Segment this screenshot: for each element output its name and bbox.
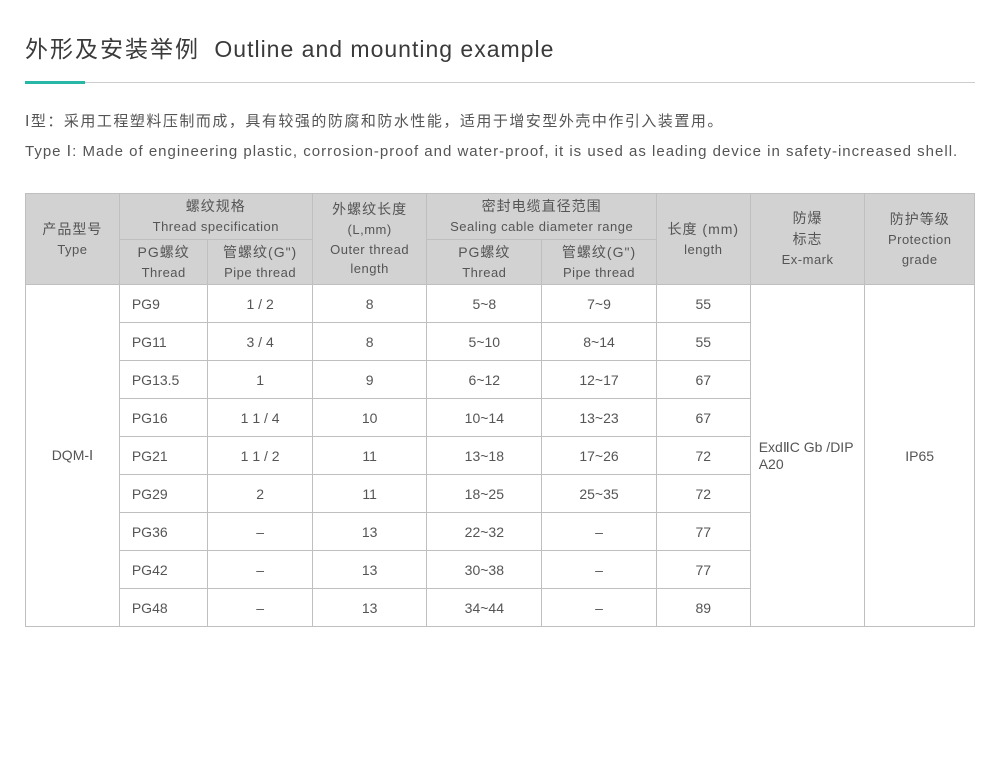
hdr-outerlen: 外螺纹长度 (L,mm) Outer thread length (312, 194, 427, 285)
cell-outer: 9 (312, 361, 427, 399)
hdr-sealrange: 密封电缆直径范围 Sealing cable diameter range (427, 194, 656, 240)
cell-spipe: – (542, 551, 657, 589)
spec-table-head: 产品型号 Type 螺纹规格 Thread specification 外螺纹长… (26, 194, 975, 285)
cell-pipe: 1 1 / 2 (208, 437, 312, 475)
description: Ⅰ型：采用工程塑料压制而成，具有较强的防腐和防水性能，适用于增安型外壳中作引入装… (25, 107, 975, 167)
cell-spg: 6~12 (427, 361, 542, 399)
cell-pipe: – (208, 551, 312, 589)
cell-len: 72 (656, 437, 750, 475)
cell-len: 77 (656, 551, 750, 589)
hdr-pg: PG螺纹 Thread (119, 239, 208, 285)
cell-spg: 10~14 (427, 399, 542, 437)
cell-spipe: 7~9 (542, 285, 657, 323)
hdr-length: 长度 (mm) length (656, 194, 750, 285)
cell-spipe: 25~35 (542, 475, 657, 513)
cell-outer: 13 (312, 551, 427, 589)
cell-type: DQM-Ⅰ (26, 285, 120, 627)
hdr-threadspec: 螺纹规格 Thread specification (119, 194, 312, 240)
cell-spipe: – (542, 513, 657, 551)
cell-exmark: ExdⅡC Gb /DIP A20 (750, 285, 865, 627)
hdr-seal-pg: PG螺纹 Thread (427, 239, 542, 285)
cell-outer: 13 (312, 589, 427, 627)
cell-pipe: – (208, 589, 312, 627)
cell-pg: PG42 (119, 551, 208, 589)
cell-outer: 8 (312, 285, 427, 323)
cell-pipe: 1 / 2 (208, 285, 312, 323)
cell-len: 72 (656, 475, 750, 513)
cell-outer: 13 (312, 513, 427, 551)
cell-grade: IP65 (865, 285, 975, 627)
cell-spipe: – (542, 589, 657, 627)
cell-outer: 11 (312, 475, 427, 513)
spec-table-body: DQM-ⅠPG91 / 285~87~955ExdⅡC Gb /DIP A20I… (26, 285, 975, 627)
cell-pg: PG9 (119, 285, 208, 323)
hdr-exmark: 防爆 标志 Ex-mark (750, 194, 865, 285)
cell-spipe: 13~23 (542, 399, 657, 437)
section-title-cn: 外形及安装举例 (25, 36, 200, 62)
cell-len: 55 (656, 285, 750, 323)
cell-pipe: 1 (208, 361, 312, 399)
hdr-seal-pipe: 管螺纹(G") Pipe thread (542, 239, 657, 285)
spec-table: 产品型号 Type 螺纹规格 Thread specification 外螺纹长… (25, 193, 975, 627)
hdr-grade: 防护等级 Protection grade (865, 194, 975, 285)
cell-spg: 5~8 (427, 285, 542, 323)
cell-outer: 10 (312, 399, 427, 437)
hdr-pipe: 管螺纹(G") Pipe thread (208, 239, 312, 285)
cell-pg: PG11 (119, 323, 208, 361)
cell-pg: PG16 (119, 399, 208, 437)
cell-spg: 18~25 (427, 475, 542, 513)
cell-spg: 30~38 (427, 551, 542, 589)
cell-pg: PG36 (119, 513, 208, 551)
cell-pipe: – (208, 513, 312, 551)
cell-pg: PG48 (119, 589, 208, 627)
cell-pg: PG13.5 (119, 361, 208, 399)
cell-len: 89 (656, 589, 750, 627)
cell-spg: 5~10 (427, 323, 542, 361)
description-cn: Ⅰ型：采用工程塑料压制而成，具有较强的防腐和防水性能，适用于增安型外壳中作引入装… (25, 107, 975, 137)
cell-pg: PG21 (119, 437, 208, 475)
section-title-en: Outline and mounting example (214, 36, 554, 62)
cell-pipe: 1 1 / 4 (208, 399, 312, 437)
cell-spg: 13~18 (427, 437, 542, 475)
cell-len: 55 (656, 323, 750, 361)
cell-pipe: 3 / 4 (208, 323, 312, 361)
section-title: 外形及安装举例 Outline and mounting example (25, 30, 975, 64)
cell-pipe: 2 (208, 475, 312, 513)
cell-pg: PG29 (119, 475, 208, 513)
cell-spipe: 17~26 (542, 437, 657, 475)
cell-spg: 34~44 (427, 589, 542, 627)
cell-len: 77 (656, 513, 750, 551)
cell-len: 67 (656, 399, 750, 437)
cell-len: 67 (656, 361, 750, 399)
cell-spipe: 8~14 (542, 323, 657, 361)
cell-outer: 8 (312, 323, 427, 361)
accent-divider (25, 82, 975, 83)
description-en: Type Ⅰ: Made of engineering plastic, cor… (25, 137, 975, 167)
cell-spg: 22~32 (427, 513, 542, 551)
cell-outer: 11 (312, 437, 427, 475)
hdr-type: 产品型号 Type (26, 194, 120, 285)
cell-spipe: 12~17 (542, 361, 657, 399)
table-row: DQM-ⅠPG91 / 285~87~955ExdⅡC Gb /DIP A20I… (26, 285, 975, 323)
